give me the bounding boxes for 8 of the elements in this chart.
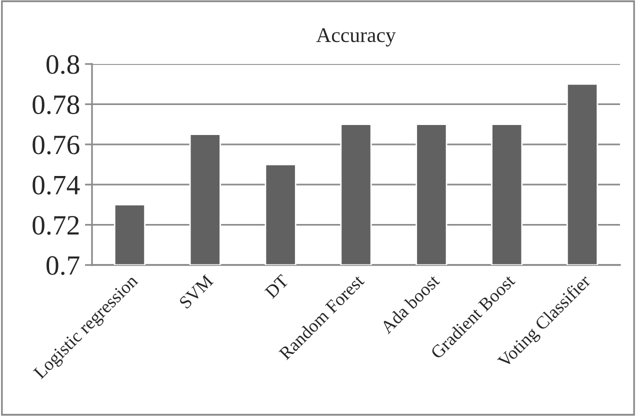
x-tick-label: DT [264, 274, 290, 299]
y-tick-label: 0.8 [46, 55, 80, 74]
chart-title: Accuracy [316, 28, 396, 46]
y-tick-label: 0.76 [32, 136, 80, 154]
y-tick-label: 0.78 [32, 95, 80, 114]
y-tick-label: 0.74 [32, 176, 80, 195]
y-tick-label: 0.72 [32, 216, 79, 235]
y-tick-label: 0.7 [46, 256, 80, 276]
